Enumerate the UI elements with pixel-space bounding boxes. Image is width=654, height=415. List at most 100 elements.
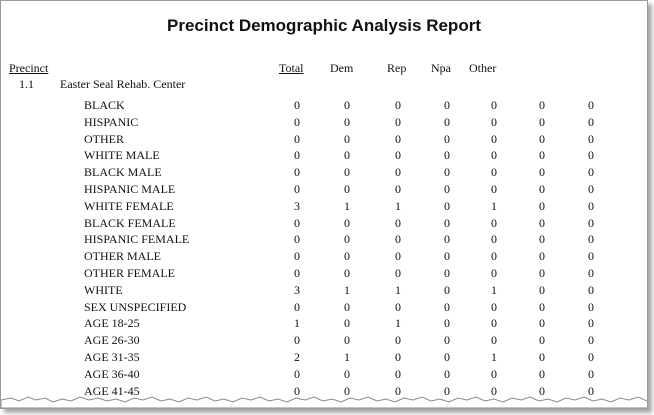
row-value: 0 [491, 114, 497, 129]
report-title: Precinct Demographic Analysis Report [167, 16, 481, 35]
row-value: 0 [491, 333, 497, 348]
row-label: BLACK MALE [84, 165, 162, 180]
row-value: 0 [294, 114, 300, 129]
row-value: 0 [344, 165, 350, 180]
row-value: 0 [539, 114, 545, 129]
row-value: 0 [444, 165, 450, 180]
row-value: 0 [539, 316, 545, 331]
row-value: 0 [395, 148, 401, 163]
row-value: 0 [294, 232, 300, 247]
row-value: 0 [588, 350, 594, 364]
row-value: 0 [491, 299, 497, 314]
row-value: 0 [539, 165, 545, 180]
row-value: 0 [539, 366, 545, 381]
row-value: 1 [294, 316, 300, 331]
row-value: 0 [444, 266, 450, 280]
row-value: 0 [395, 333, 401, 348]
row-value: 0 [444, 350, 450, 364]
row-value: 0 [539, 215, 545, 230]
row-value: 0 [588, 165, 594, 180]
row-value: 0 [539, 383, 545, 398]
row-value: 0 [539, 350, 545, 364]
row-value: 0 [344, 316, 350, 331]
row-value: 0 [294, 266, 300, 280]
row-value: 2 [294, 350, 300, 364]
row-value: 1 [491, 282, 497, 297]
table-row: AGE 18-25 1 0 1 0 0 0 0 [1, 316, 647, 333]
row-value: 1 [344, 198, 350, 213]
table-row: WHITE 3 1 1 0 1 0 0 [1, 283, 647, 300]
table-row: BLACK FEMALE 0 0 0 0 0 0 0 [1, 216, 647, 233]
table-row: BLACK MALE 0 0 0 0 0 0 0 [1, 165, 647, 182]
row-value: 0 [444, 148, 450, 163]
row-value: 0 [395, 249, 401, 264]
row-value: 0 [444, 114, 450, 129]
row-value: 0 [539, 148, 545, 163]
row-value: 0 [539, 182, 545, 196]
row-value: 0 [588, 266, 594, 280]
npa-header: Npa [431, 61, 451, 75]
report-page: Precinct Demographic Analysis Report Pre… [0, 0, 648, 409]
row-label: WHITE FEMALE [84, 198, 174, 213]
row-value: 0 [491, 383, 497, 398]
row-value: 0 [491, 165, 497, 180]
row-value: 0 [444, 333, 450, 348]
row-value: 0 [344, 98, 350, 112]
row-value: 0 [588, 198, 594, 213]
table-row: HISPANIC 0 0 0 0 0 0 0 [1, 115, 647, 132]
row-value: 0 [294, 148, 300, 163]
table-row: OTHER FEMALE 0 0 0 0 0 0 0 [1, 266, 647, 283]
dem-header: Dem [330, 61, 354, 75]
table-row: BLACK 0 0 0 0 0 0 0 [1, 98, 647, 115]
row-value: 0 [344, 266, 350, 280]
row-value: 0 [539, 333, 545, 348]
row-value: 0 [344, 131, 350, 146]
row-value: 0 [344, 383, 350, 398]
row-value: 0 [539, 249, 545, 264]
table-row: HISPANIC MALE 0 0 0 0 0 0 0 [1, 182, 647, 199]
row-value: 1 [395, 316, 401, 331]
row-value: 3 [294, 282, 300, 297]
row-value: 0 [491, 215, 497, 230]
row-value: 0 [344, 114, 350, 129]
row-value: 0 [491, 98, 497, 112]
row-value: 0 [395, 232, 401, 247]
row-value: 0 [539, 299, 545, 314]
row-value: 0 [444, 131, 450, 146]
table-row: AGE 41-45 0 0 0 0 0 0 0 [1, 384, 647, 401]
row-label: HISPANIC [84, 114, 139, 129]
row-value: 0 [294, 182, 300, 196]
row-value: 0 [444, 232, 450, 247]
row-value: 1 [344, 350, 350, 364]
row-label: OTHER MALE [84, 249, 161, 264]
row-value: 0 [294, 333, 300, 348]
row-value: 0 [294, 165, 300, 180]
table-row: SEX UNSPECIFIED 0 0 0 0 0 0 0 [1, 300, 647, 317]
row-value: 0 [294, 299, 300, 314]
row-value: 1 [395, 198, 401, 213]
row-value: 0 [444, 182, 450, 196]
row-value: 0 [491, 366, 497, 381]
row-value: 0 [444, 215, 450, 230]
row-value: 0 [588, 131, 594, 146]
row-value: 0 [588, 232, 594, 247]
row-value: 0 [444, 366, 450, 381]
row-value: 0 [444, 282, 450, 297]
row-value: 0 [294, 366, 300, 381]
table-row: HISPANIC FEMALE 0 0 0 0 0 0 0 [1, 232, 647, 249]
row-value: 0 [294, 215, 300, 230]
row-value: 0 [395, 266, 401, 280]
row-label: SEX UNSPECIFIED [84, 299, 187, 314]
rep-header: Rep [387, 61, 407, 75]
row-value: 0 [344, 299, 350, 314]
row-value: 0 [395, 299, 401, 314]
row-label: AGE 41-45 [84, 383, 140, 398]
table-row: WHITE MALE 0 0 0 0 0 0 0 [1, 148, 647, 165]
row-value: 0 [444, 198, 450, 213]
table-row: AGE 26-30 0 0 0 0 0 0 0 [1, 333, 647, 350]
precinct-number: 1.1 [19, 77, 34, 91]
row-value: 1 [395, 282, 401, 297]
row-value: 0 [539, 266, 545, 280]
row-value: 0 [491, 232, 497, 247]
row-value: 0 [395, 350, 401, 364]
